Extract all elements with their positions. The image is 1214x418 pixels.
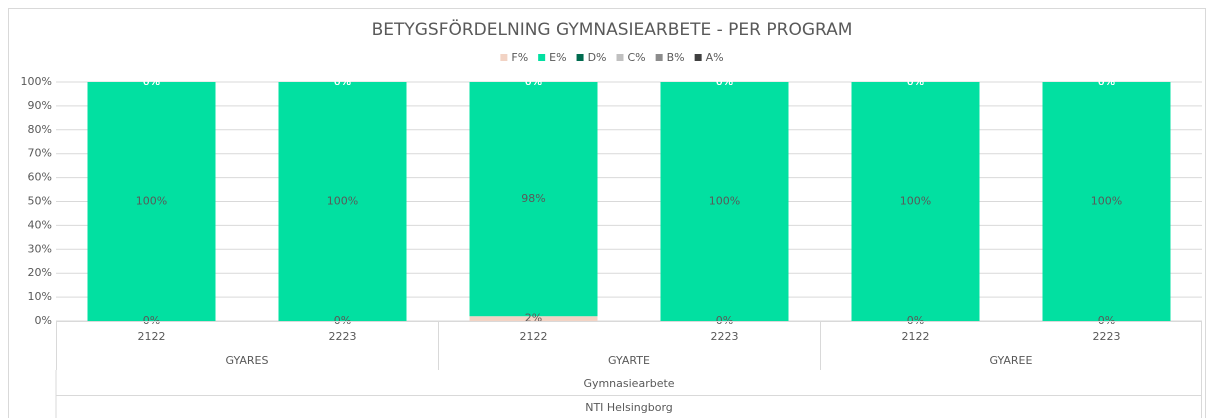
legend-label: F% bbox=[511, 51, 528, 64]
data-label: 0% bbox=[143, 75, 160, 88]
data-label: 0% bbox=[143, 75, 160, 88]
group-label: GYAREE bbox=[990, 354, 1033, 367]
data-label: 0% bbox=[716, 75, 733, 88]
bar-segment bbox=[660, 82, 789, 321]
y-tick-label: 50% bbox=[28, 195, 52, 208]
data-label: 0% bbox=[143, 314, 160, 327]
data-label: 0% bbox=[525, 75, 542, 88]
topgroup-label: NTI Helsingborg bbox=[585, 401, 673, 414]
bar-segment bbox=[469, 82, 598, 317]
y-tick-label: 60% bbox=[28, 171, 52, 184]
data-label: 0% bbox=[716, 314, 733, 327]
data-label: 0% bbox=[907, 75, 924, 88]
data-label: 0% bbox=[334, 75, 351, 88]
legend-swatch bbox=[655, 54, 663, 61]
data-label: 0% bbox=[1098, 314, 1115, 327]
x-tick-label: 2122 bbox=[520, 330, 548, 343]
data-label: 0% bbox=[907, 75, 924, 88]
legend-label: A% bbox=[706, 51, 724, 64]
legend-swatch bbox=[576, 54, 584, 61]
bar-segment bbox=[851, 82, 980, 321]
data-label: 100% bbox=[709, 195, 740, 208]
group-label: GYARTE bbox=[608, 354, 650, 367]
data-label: 0% bbox=[143, 75, 160, 88]
legend-label: E% bbox=[549, 51, 566, 64]
data-label: 0% bbox=[334, 314, 351, 327]
legend-swatch bbox=[694, 54, 702, 61]
data-label: 0% bbox=[143, 75, 160, 88]
legend-label: C% bbox=[628, 51, 646, 64]
x-tick-label: 2122 bbox=[902, 330, 930, 343]
y-tick-label: 90% bbox=[28, 99, 52, 112]
x-tick-label: 2223 bbox=[1093, 330, 1121, 343]
legend-label: B% bbox=[667, 51, 685, 64]
data-label: 0% bbox=[525, 75, 542, 88]
x-tick-label: 2223 bbox=[329, 330, 357, 343]
y-tick-label: 30% bbox=[28, 242, 52, 255]
bar-segment bbox=[278, 82, 407, 321]
data-label: 0% bbox=[907, 314, 924, 327]
legend-swatch bbox=[538, 54, 546, 61]
x-tick-label: 2223 bbox=[711, 330, 739, 343]
data-label: 0% bbox=[907, 75, 924, 88]
data-label: 2% bbox=[525, 312, 542, 325]
data-label: 0% bbox=[716, 75, 733, 88]
chart-title: BETYGSFÖRDELNING GYMNASIEARBETE - PER PR… bbox=[372, 18, 853, 40]
data-label: 100% bbox=[900, 195, 931, 208]
bar-segment bbox=[469, 316, 598, 321]
group-label: GYARES bbox=[226, 354, 269, 367]
supergroup-label: Gymnasiearbete bbox=[583, 377, 674, 390]
bar-segment bbox=[1042, 82, 1171, 321]
data-label: 0% bbox=[716, 75, 733, 88]
x-tick-label: 2122 bbox=[138, 330, 166, 343]
data-label: 0% bbox=[334, 75, 351, 88]
data-label: 0% bbox=[1098, 75, 1115, 88]
data-label: 0% bbox=[525, 75, 542, 88]
y-tick-label: 40% bbox=[28, 218, 52, 231]
data-label: 0% bbox=[1098, 75, 1115, 88]
data-label: 100% bbox=[136, 195, 167, 208]
legend: F% E% D% C% B% A% bbox=[500, 51, 724, 64]
data-label: 0% bbox=[1098, 75, 1115, 88]
legend-label: D% bbox=[588, 51, 607, 64]
y-tick-label: 10% bbox=[28, 290, 52, 303]
data-label: 0% bbox=[334, 75, 351, 88]
legend-swatch bbox=[500, 54, 508, 61]
data-label: 0% bbox=[525, 75, 542, 88]
data-label: 98% bbox=[521, 192, 545, 205]
y-tick-label: 100% bbox=[21, 75, 52, 88]
data-label: 100% bbox=[327, 195, 358, 208]
data-label: 0% bbox=[907, 75, 924, 88]
data-label: 0% bbox=[1098, 75, 1115, 88]
data-label: 100% bbox=[1091, 195, 1122, 208]
y-tick-label: 80% bbox=[28, 123, 52, 136]
legend-swatch bbox=[616, 54, 624, 61]
data-label: 0% bbox=[334, 75, 351, 88]
data-label: 0% bbox=[716, 75, 733, 88]
y-tick-label: 70% bbox=[28, 147, 52, 160]
y-tick-label: 20% bbox=[28, 266, 52, 279]
bar-segment bbox=[87, 82, 216, 321]
y-tick-label: 0% bbox=[35, 314, 52, 327]
